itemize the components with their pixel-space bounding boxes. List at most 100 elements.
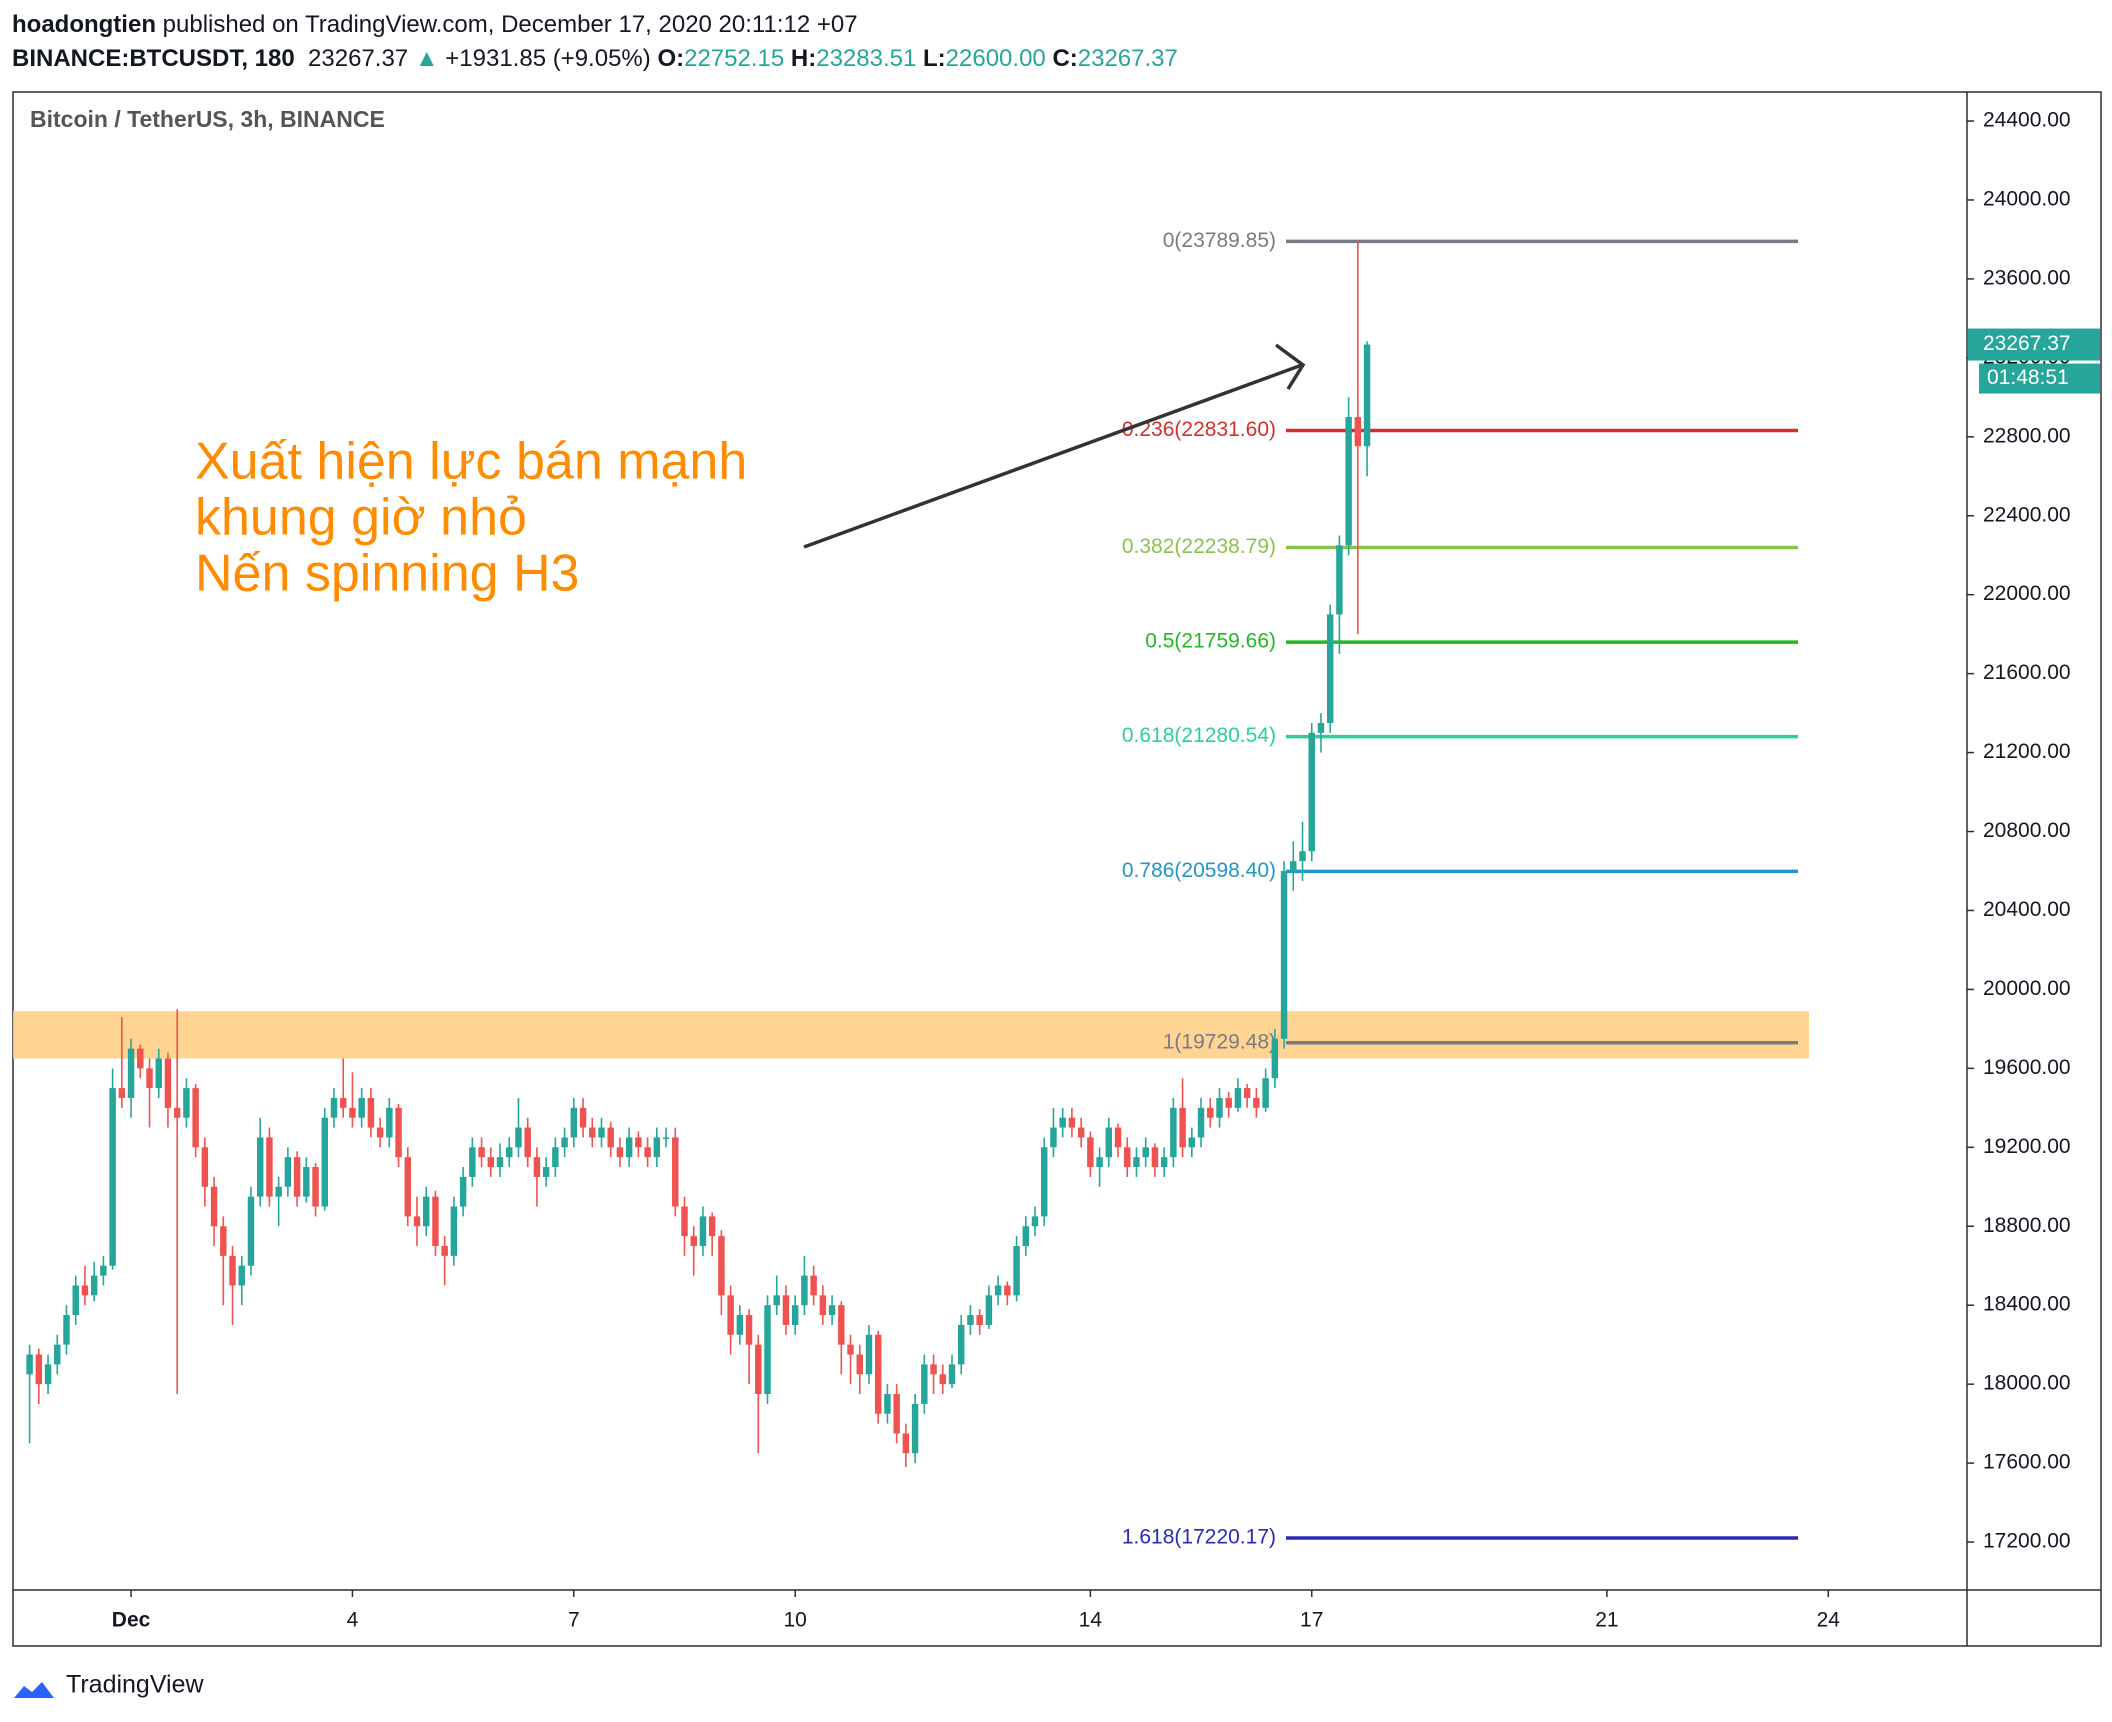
candle-body [312,1167,319,1207]
candle-body [1004,1285,1011,1296]
candle-body [1124,1147,1131,1168]
candle-body [791,1305,799,1325]
candle-body [570,1107,578,1138]
candle-body [459,1176,467,1207]
candle-body [63,1315,70,1345]
candle-body [423,1196,430,1227]
y-tick-label: 22800.00 [1983,424,2071,447]
highlight-zone [13,1011,1809,1059]
y-tick-label: 20800.00 [1983,819,2071,842]
candle-body [238,1265,245,1286]
countdown-box [1979,363,2100,394]
candle-body [358,1097,365,1118]
y-tick-label: 22000.00 [1983,582,2071,605]
candle-body [1188,1137,1196,1148]
candle-body [957,1324,965,1365]
candle-body [155,1058,162,1089]
candle-body [469,1147,476,1177]
candle-body [1179,1107,1186,1148]
candle-body [579,1107,587,1128]
candle-body [109,1088,116,1266]
candle-body [330,1097,338,1118]
candle-body [35,1354,43,1385]
y-tick-label: 18400.00 [1983,1293,2071,1316]
candle-body [801,1275,808,1306]
candle-body [727,1295,734,1335]
candle-body [1087,1137,1094,1168]
candle-body [376,1127,384,1138]
y-tick-label: 21600.00 [1983,661,2071,684]
candle-body [275,1186,282,1197]
y-tick-label: 17200.00 [1983,1530,2071,1553]
candle-body [653,1137,661,1158]
candle-body [137,1048,144,1069]
fib-label: 0.236(22831.60) [1122,418,1276,441]
candle-body [1207,1107,1214,1118]
x-tick-label: 24 [1817,1609,1841,1632]
fib-label: 0.5(21759.66) [1145,630,1276,653]
candle-body [690,1236,697,1246]
candle-body [1031,1216,1039,1227]
h-label: H: [790,45,817,72]
layers: 17200.00 17600.00 18000.00 18400.00 18800.00… [13,109,2100,1632]
chart-title: Bitcoin / TetherUS, 3h, BINANCE [30,106,385,132]
y-tick-label: 18800.00 [1983,1214,2071,1237]
candle-body [1363,344,1371,447]
candle-body [496,1157,504,1168]
candle-body [1197,1107,1205,1138]
y-tick-label: 20400.00 [1983,898,2071,921]
y-tick-label: 19600.00 [1983,1056,2071,1079]
candle-body [395,1107,402,1158]
last-price-box [1968,328,2100,361]
header: hoadongtien published on TradingView.com… [12,8,1178,76]
candle-body [367,1097,375,1128]
candle-body [256,1137,264,1197]
candle-body [450,1206,458,1256]
candle-body [976,1315,983,1325]
candle-body [26,1354,33,1375]
candle-body [533,1157,541,1177]
candle-body [856,1354,863,1375]
open: 22752.15 [684,45,785,72]
header-line-2: BINANCE:BTCUSDT, 180 23267.37 ▲ +1931.85… [12,42,1178,76]
candle-body [1308,732,1315,852]
candle-body [1243,1088,1251,1098]
candle-body [893,1394,900,1434]
o-label: O: [657,45,685,72]
candle-body [948,1364,956,1385]
candle-body [173,1107,181,1118]
candle-body [589,1127,596,1138]
candle-body [1105,1127,1113,1158]
candle-body [625,1137,633,1158]
candle-body [432,1196,439,1246]
fib-label: 1.618(17220.17) [1122,1526,1276,1549]
candle-body [681,1206,688,1237]
candle-body [183,1088,190,1118]
candle-body [1317,722,1325,733]
annotation: khung giờ nhỏ [195,489,527,547]
candle-body [819,1295,827,1316]
candle-body [1262,1078,1269,1108]
countdown: 01:48:51 [1987,366,2069,389]
candle-body [921,1364,928,1404]
candle-body [478,1147,485,1158]
candle-body [118,1088,126,1098]
candle-body [847,1344,854,1355]
candle-body [404,1157,412,1217]
candle-body [552,1147,559,1168]
candle-body [506,1147,513,1158]
candle-body [1013,1245,1020,1296]
candle-body [598,1127,605,1138]
x-tick-label: 21 [1595,1609,1618,1632]
last: 23267.37 [308,45,409,72]
candle-body [708,1216,716,1237]
candle-body [902,1433,910,1454]
l-label: L: [923,45,946,72]
candle-body [284,1157,292,1187]
candle-body [1022,1226,1030,1246]
candle-body [293,1157,301,1197]
candle-body [1271,1038,1279,1079]
candle-body [1077,1127,1085,1138]
candle-body [884,1394,891,1414]
